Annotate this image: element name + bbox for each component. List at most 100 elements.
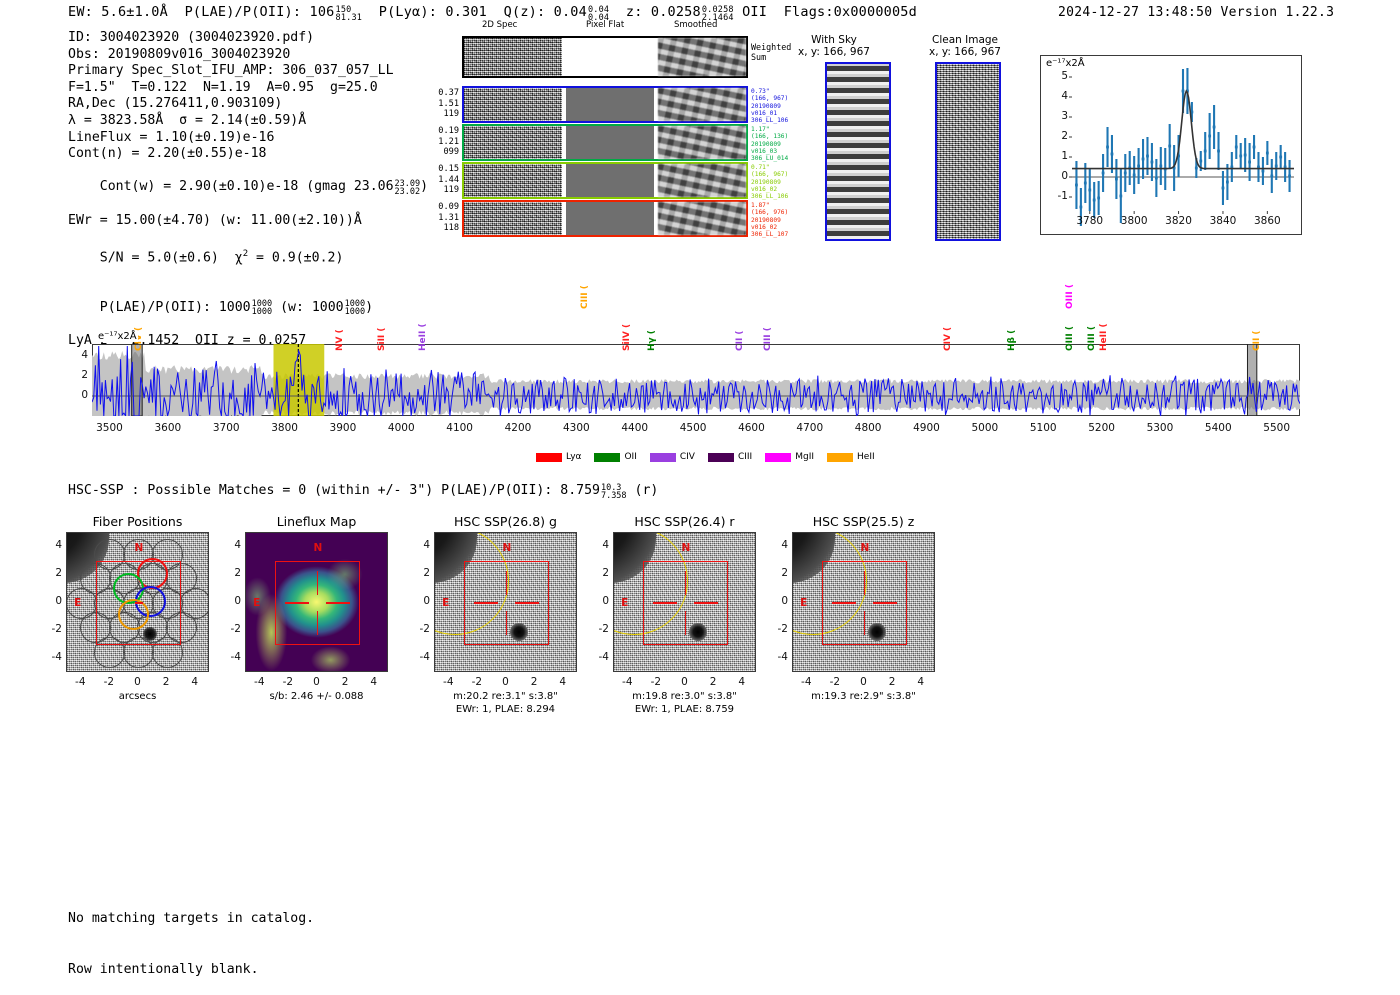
- weighted-sum-line: Sum: [751, 52, 767, 62]
- fiber-circle: [151, 636, 183, 668]
- zoom-x-tick: 3820: [1165, 215, 1192, 227]
- info-cont-w-sup: 23.09: [394, 178, 421, 189]
- strip-right-line: 0.71": [751, 164, 770, 171]
- compass-north: N: [313, 542, 323, 555]
- info-sn: S/N = 5.0(±0.6) χ2 = 0.9(±0.2): [68, 229, 428, 283]
- spectrum-y-tick: 2: [81, 369, 88, 381]
- legend-label: MgII: [795, 452, 815, 462]
- panel-y-tick: -4: [598, 651, 609, 663]
- fiber-circle-highlighted: [117, 599, 149, 631]
- info-obs: Obs: 20190809v016_3004023920: [68, 46, 291, 62]
- strip-left-labels: 0.37 1.51 119: [438, 88, 459, 120]
- info-plae-sub2: 1000: [344, 307, 366, 318]
- spec-strip-row: 0.09 1.31 118 1.87" (166, 976) 20190809 v016_0…: [438, 200, 788, 238]
- panel-x-tick: -4: [75, 676, 86, 688]
- spectrum-x-tick: 5100: [1029, 422, 1057, 434]
- panel-title: Lineflux Map: [276, 514, 357, 529]
- spectrum-x-tick: 3900: [329, 422, 357, 434]
- zoom-y-tick: 0: [1061, 170, 1068, 182]
- crosshair-arm: [505, 611, 508, 636]
- crosshair-arm: [284, 602, 309, 604]
- emission-line-label: Hγ (: [647, 330, 658, 351]
- strip-right-labels: 1.87" (166, 976) 20190809 v016_02 306_LL_107: [751, 202, 788, 238]
- strip-left-line: 1.21: [438, 136, 459, 147]
- emission-line-label: NV (: [334, 329, 345, 351]
- spectrum-legend: Lyα OII CIV CIII MgII HeII: [536, 452, 875, 462]
- crosshair-arm: [863, 611, 866, 636]
- info-lambda: λ = 3823.58Å σ = 2.14(±0.59)Å: [68, 112, 307, 128]
- spectrum-x-tick: 4600: [738, 422, 765, 434]
- compass-north: N: [502, 542, 512, 555]
- crosshair-arm: [873, 602, 898, 604]
- panel-x-tick: 4: [370, 676, 378, 688]
- strip-right-line: 20190809: [751, 102, 781, 110]
- info-plae-mid: (w: 1000: [280, 299, 344, 315]
- zoom-x-tick: 3860: [1253, 215, 1281, 227]
- panel-x-tick: 0: [681, 676, 688, 688]
- info-cont-n: Cont(n) = 2.20(±0.55)e-18: [68, 146, 267, 162]
- legend-item: HeII: [827, 452, 875, 462]
- compass-north: N: [860, 542, 870, 555]
- panel-x-tick: -2: [282, 676, 294, 688]
- point-source-blob: [689, 623, 708, 642]
- info-cont-w-sub: 23.02: [394, 186, 421, 197]
- point-source-blob: [868, 623, 887, 642]
- spectrum-x-tick: 5400: [1204, 422, 1232, 434]
- weighted-sum-strip: Weighted Sum: [462, 36, 791, 78]
- strip-left-line: 1.44: [438, 174, 459, 185]
- strip-left-line: 1.51: [438, 98, 459, 109]
- legend-item: Lyα: [536, 452, 581, 462]
- panel-title: Fiber Positions: [92, 514, 183, 529]
- info-primary: Primary Spec_Slot_IFU_AMP: 306_037_057_L…: [68, 63, 394, 79]
- panel-x-tick: 4: [917, 676, 925, 688]
- emission-line-label: CIII (: [762, 327, 773, 351]
- crosshair-arm: [316, 570, 319, 595]
- zoom-x-tick: 3780: [1076, 215, 1104, 227]
- summary-frac: 0.0258 2.1464: [701, 4, 734, 23]
- emission-line-label: SiII (: [376, 327, 387, 351]
- crosshair-arm: [863, 570, 866, 595]
- with-sky-image: [825, 62, 891, 241]
- crosshair-arm: [684, 611, 687, 636]
- panel-y-tick: -2: [51, 623, 62, 635]
- spectrum-x-tick: 4500: [679, 422, 707, 434]
- spec-strip-row: 0.37 1.51 119 0.73" (166, 967) 20190809 v016_0…: [438, 86, 788, 124]
- panel-x-tick: -4: [443, 676, 454, 688]
- info-plae-sup2: 1000: [344, 299, 366, 310]
- panel-x-tick: -2: [650, 676, 662, 688]
- panel-x-tick: 4: [559, 676, 567, 688]
- legend-label: HeII: [857, 452, 875, 462]
- clean-image-coords: x, y: 166, 967: [929, 46, 1001, 58]
- panel-x-tick: -2: [471, 676, 483, 688]
- info-sn-b: = 0.9(±0.2): [248, 250, 344, 266]
- strip-left-line: 099: [443, 147, 459, 158]
- strip-right-line: 306_LL_107: [751, 231, 789, 239]
- emission-line-label: HeII (: [418, 323, 429, 351]
- with-sky-title: With Sky x, y: 166, 967: [774, 34, 894, 58]
- panel-y-tick: 4: [55, 539, 62, 551]
- panel-x-tick: 0: [502, 676, 509, 688]
- spectrum-x-tick: 3800: [271, 422, 298, 434]
- spec-strip-row: 0.19 1.21 099 1.17" (166, 136) 20190809 v016_0…: [438, 124, 788, 162]
- legend-label: OII: [624, 452, 637, 462]
- strip-right-line: (166, 976): [751, 209, 789, 217]
- panel-x-tick: -2: [103, 676, 115, 688]
- spectrum-x-tick: 4400: [621, 422, 649, 434]
- panel-y-tick: 2: [423, 567, 430, 579]
- summary-part: P(Lyα): 0.301: [378, 4, 488, 20]
- summary-part: EW: 5.6±1.0Å: [68, 4, 168, 20]
- aperture-box: [95, 561, 182, 645]
- panel-y-tick: 4: [423, 539, 430, 551]
- panel-y-tick: 4: [781, 539, 788, 551]
- strip-left-labels: 0.09 1.31 118: [438, 202, 459, 234]
- spectrum-x-tick: 4700: [796, 422, 824, 434]
- strip-right-line: (166, 967): [751, 171, 789, 179]
- panel-caption: m:19.8 re:3.0" s:3.8": [632, 691, 737, 702]
- spectrum-x-tick: 4100: [446, 422, 473, 434]
- weighted-sum-label: Weighted Sum: [751, 42, 791, 62]
- emission-line-label: CIV (: [942, 326, 953, 351]
- strip-right-labels: 1.17" (166, 136) 20190809 v016_03 306_LU_014: [751, 126, 788, 162]
